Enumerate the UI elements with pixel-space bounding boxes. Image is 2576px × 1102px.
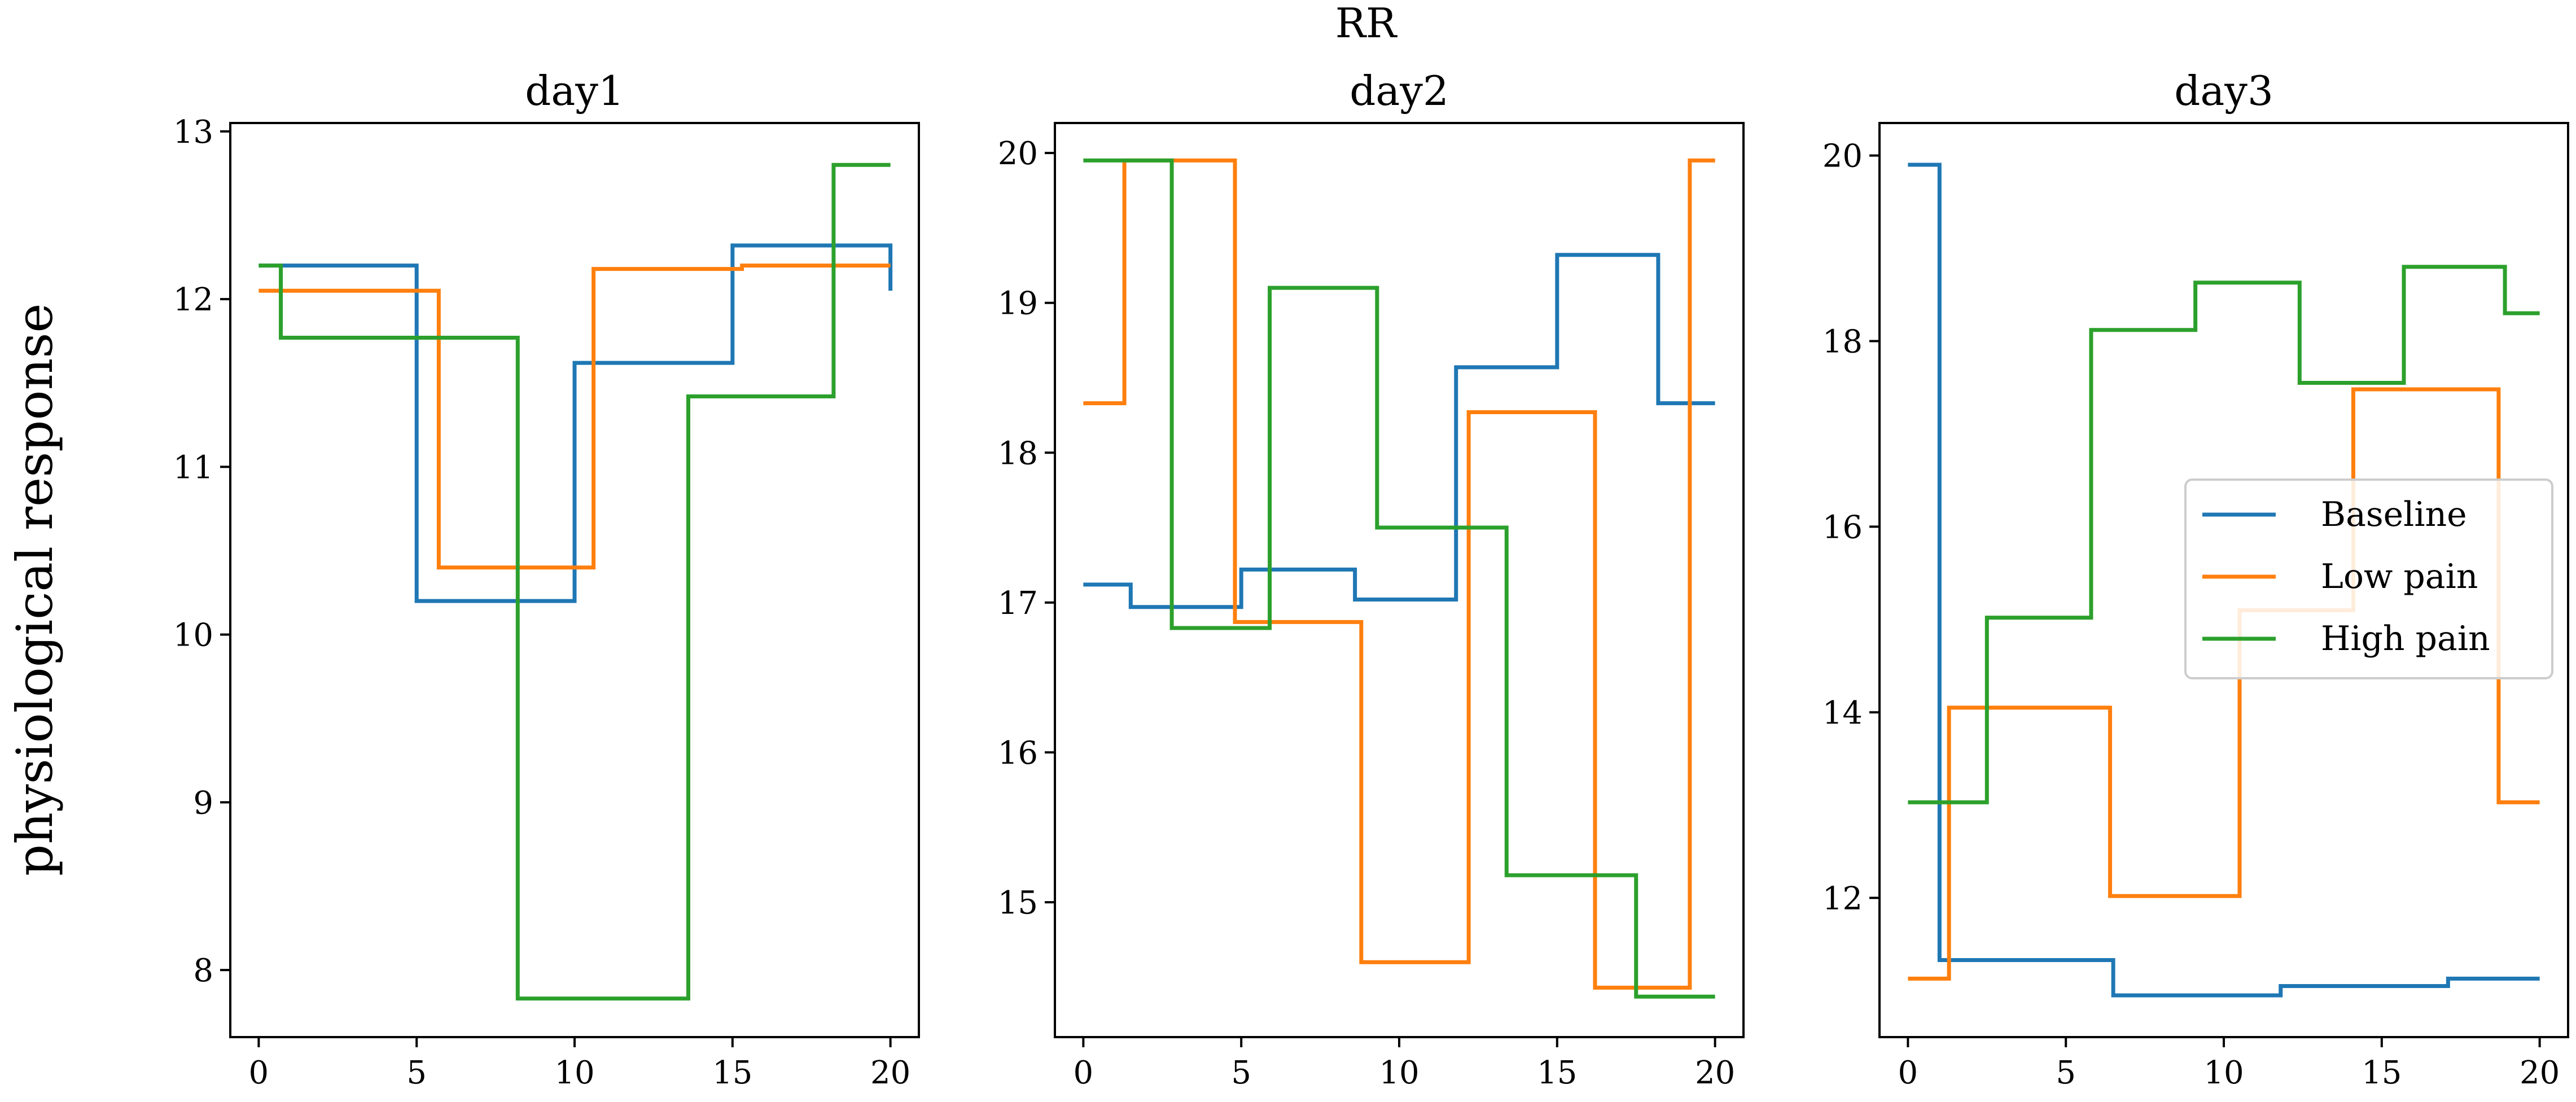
axes-frame	[1054, 122, 1745, 1038]
x-tick-label: 20	[870, 1055, 910, 1091]
panel-title: day3	[2174, 67, 2273, 115]
y-tick-label: 10	[173, 617, 213, 654]
x-tick-label: 5	[1231, 1055, 1251, 1091]
panels: day1 0 5 10 15 20 8 9 10 11 12 13 day2 0 5 10 15 20 15 16 17…	[173, 67, 2569, 1091]
series-line-baseline	[259, 243, 893, 603]
figure-title: RR	[1335, 0, 1397, 47]
legend-label: High pain	[2321, 619, 2490, 658]
y-tick-label: 18	[1823, 323, 1863, 360]
x-tick-label: 0	[249, 1055, 269, 1091]
x-tick-label: 5	[406, 1055, 427, 1091]
panel-3: day3 0 5 10 15 20 12 14 16 18 20 Baseline Low pain Hi…	[1823, 67, 2569, 1091]
y-tick-label: 14	[1823, 695, 1863, 731]
panel-1: day1 0 5 10 15 20 8 9 10 11 12 13	[173, 67, 920, 1091]
y-tick-label: 16	[1823, 509, 1863, 546]
legend: Baseline Low pain High pain	[2184, 478, 2553, 679]
series-line-high-pain	[1908, 265, 2540, 805]
legend-box	[2184, 478, 2553, 679]
series-line-baseline	[1083, 253, 1715, 609]
x-tick-label: 0	[1074, 1055, 1094, 1091]
series-line-low-pain	[1083, 158, 1715, 990]
y-tick-label: 13	[173, 114, 213, 151]
x-tick-label: 5	[2056, 1055, 2076, 1091]
figure-ylabel: physiological response	[6, 303, 64, 876]
y-tick-label: 16	[998, 735, 1038, 771]
series-line-high-pain	[259, 163, 891, 1001]
y-tick-label: 18	[998, 435, 1038, 472]
y-tick-label: 15	[998, 885, 1038, 921]
x-tick-label: 20	[1695, 1055, 1735, 1091]
y-tick-label: 9	[193, 785, 213, 822]
y-tick-label: 8	[193, 952, 213, 989]
x-tick-label: 10	[2203, 1055, 2244, 1091]
series-line-high-pain	[1083, 158, 1715, 999]
panel-title: day2	[1350, 67, 1449, 115]
x-tick-label: 15	[2362, 1055, 2402, 1091]
y-tick-label: 17	[998, 585, 1038, 622]
legend-label: Low pain	[2321, 557, 2478, 596]
y-tick-label: 20	[998, 135, 1038, 172]
y-tick-label: 12	[173, 282, 213, 318]
x-tick-label: 0	[1898, 1055, 1918, 1091]
y-tick-label: 20	[1823, 138, 1863, 175]
panel-title: day1	[525, 67, 624, 115]
y-tick-label: 19	[998, 286, 1038, 322]
x-tick-label: 15	[712, 1055, 752, 1091]
x-tick-label: 10	[1379, 1055, 1419, 1091]
series-line-low-pain	[1908, 387, 2540, 981]
x-tick-label: 15	[1537, 1055, 1577, 1091]
y-tick-label: 11	[173, 449, 213, 486]
x-tick-label: 10	[554, 1055, 594, 1091]
legend-label: Baseline	[2321, 495, 2467, 534]
x-tick-label: 20	[2520, 1055, 2560, 1091]
series-line-baseline	[1908, 163, 2540, 998]
panel-2: day2 0 5 10 15 20 15 16 17 18 19 20	[998, 67, 1745, 1091]
y-tick-label: 12	[1823, 880, 1863, 917]
